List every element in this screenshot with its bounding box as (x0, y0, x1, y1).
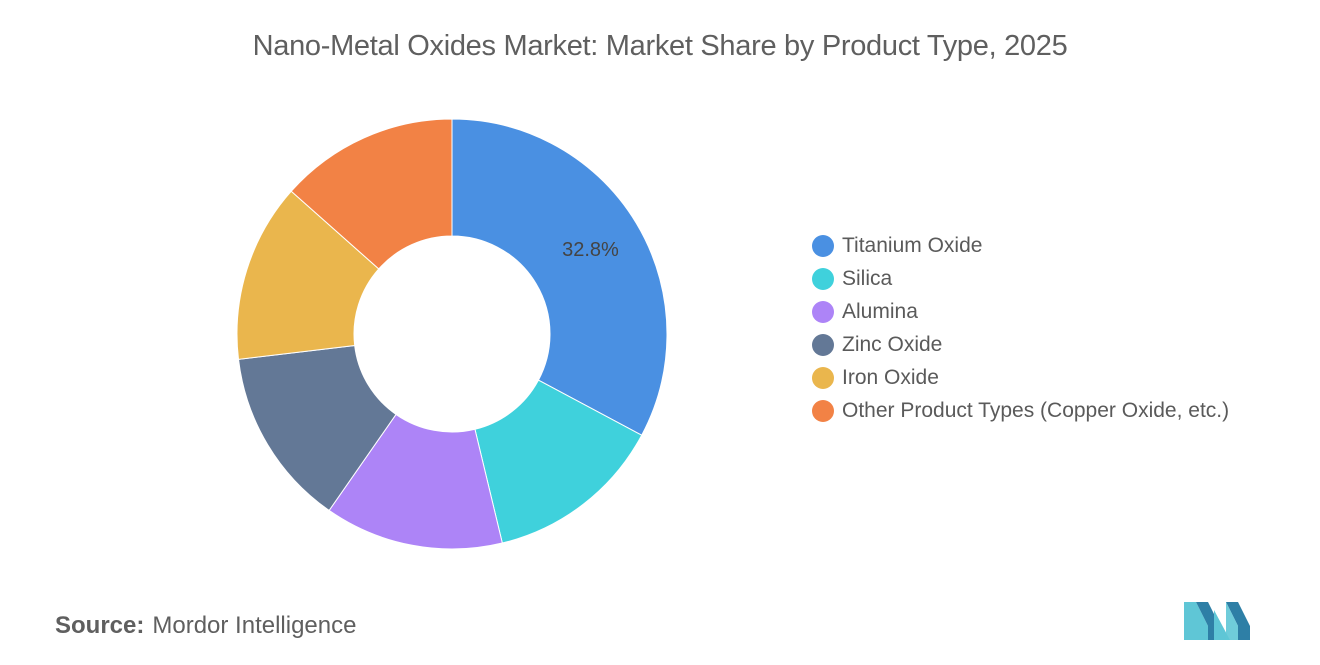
legend-item-zinc-oxide: Zinc Oxide (812, 328, 1229, 361)
source-note: Source: Mordor Intelligence (55, 612, 356, 640)
legend-swatch (812, 399, 834, 422)
legend-label: Iron Oxide (842, 365, 939, 389)
mordor-intelligence-logo-icon (1184, 602, 1250, 640)
legend-swatch (812, 267, 834, 290)
donut-slices (236, 118, 668, 550)
data-label-titanium-oxide: 32.8% (562, 239, 619, 261)
slice-other-product-types-copper-oxide-etc (290, 118, 453, 270)
donut-data-labels: 32.8% (562, 239, 619, 261)
legend-item-silica: Silica (812, 262, 1229, 295)
legend-label: Other Product Types (Copper Oxide, etc.) (842, 398, 1230, 422)
chart-title: Nano-Metal Oxides Market: Market Share b… (252, 30, 1068, 62)
legend-swatch (812, 366, 834, 389)
chart-legend: Titanium Oxide Silica Alumina Zinc Oxide Iro… (812, 229, 1229, 427)
legend-item-titanium-oxide: Titanium Oxide (812, 229, 1229, 262)
legend-swatch (812, 300, 834, 323)
legend-item-alumina: Alumina (812, 295, 1229, 328)
source-label: Source: (55, 612, 145, 639)
slice-titanium-oxide (451, 118, 668, 436)
legend-label: Alumina (842, 299, 918, 323)
source-value: Mordor Intelligence (152, 612, 357, 639)
legend-swatch (812, 333, 834, 356)
legend-label: Titanium Oxide (842, 233, 983, 257)
legend-swatch (812, 234, 834, 257)
legend-item-iron-oxide: Iron Oxide (812, 361, 1229, 394)
legend-item-other-product-types-copper-oxide-etc: Other Product Types (Copper Oxide, etc.) (812, 394, 1229, 427)
legend-label: Zinc Oxide (842, 332, 943, 356)
legend-label: Silica (842, 266, 893, 290)
